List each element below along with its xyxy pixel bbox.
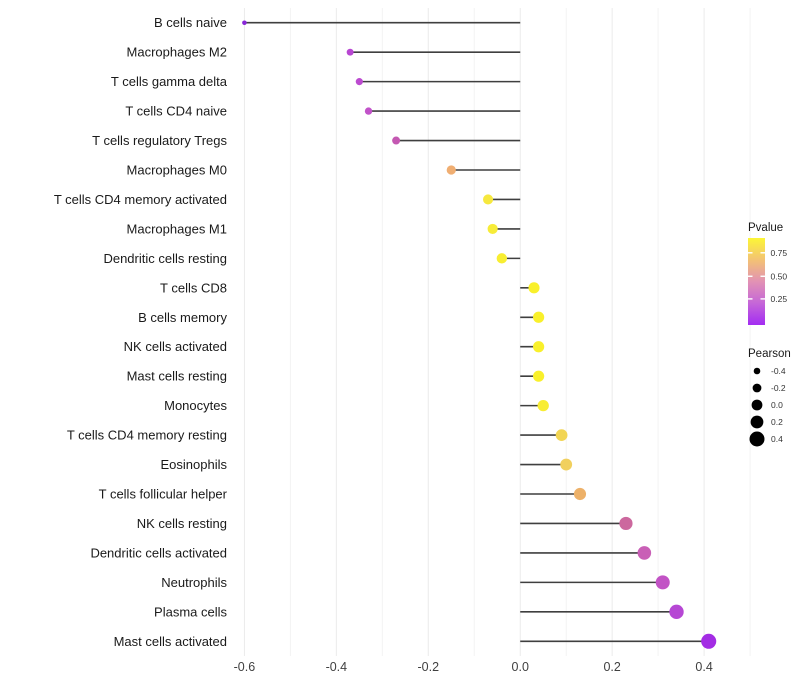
pearson-size-label: 0.2 xyxy=(771,417,783,427)
x-tick-label: 0.0 xyxy=(512,660,529,674)
category-label: Mast cells activated xyxy=(114,634,227,649)
lollipop-dot xyxy=(355,78,363,86)
pearson-size-dot xyxy=(751,399,763,411)
category-label: T cells CD4 memory activated xyxy=(54,192,227,207)
lollipop-dot xyxy=(528,282,540,294)
pvalue-tick-label: 0.50 xyxy=(771,271,788,281)
pearson-legend-title: Pearson xyxy=(748,348,791,360)
pvalue-gradient-bar xyxy=(748,238,765,325)
lollipop-dot xyxy=(669,604,684,619)
category-label: NK cells activated xyxy=(124,339,227,354)
category-label: Neutrophils xyxy=(161,575,227,590)
pearson-size-label: 0.0 xyxy=(771,400,783,410)
category-label: T cells CD8 xyxy=(160,280,227,295)
lollipop-dot xyxy=(701,633,717,649)
lollipop-dot xyxy=(446,165,456,175)
category-label: Plasma cells xyxy=(154,604,227,619)
lollipop-dot xyxy=(537,399,549,412)
x-tick-label: -0.2 xyxy=(418,660,440,674)
lollipop-dot xyxy=(364,107,373,115)
lollipop-dot xyxy=(533,370,545,382)
lollipop-dot xyxy=(619,516,633,531)
category-label: T cells follicular helper xyxy=(99,487,228,502)
lollipop-dot xyxy=(555,429,568,441)
category-label: Macrophages M2 xyxy=(127,45,227,60)
category-label: T cells gamma delta xyxy=(111,74,228,89)
x-tick-label: 0.2 xyxy=(603,660,620,674)
lollipop-dot xyxy=(655,575,670,590)
category-label: T cells regulatory Tregs xyxy=(92,133,227,148)
lollipop-dot xyxy=(533,311,545,323)
category-label: T cells CD4 naive xyxy=(125,104,227,119)
category-label: Macrophages M0 xyxy=(127,163,227,178)
x-tick-label: -0.6 xyxy=(234,660,256,674)
pearson-size-dot xyxy=(752,383,762,393)
lollipop-dot xyxy=(496,253,508,264)
lollipop-dot xyxy=(242,20,247,26)
category-label: Mast cells resting xyxy=(127,369,227,384)
pearson-size-label: -0.4 xyxy=(771,366,786,376)
category-label: Monocytes xyxy=(164,398,227,413)
category-label: T cells CD4 memory resting xyxy=(67,428,227,443)
pearson-size-dot xyxy=(750,415,764,429)
pvalue-legend-title: Pvalue xyxy=(748,222,783,234)
lollipop-dot xyxy=(392,136,401,145)
lollipop-dot xyxy=(483,194,494,205)
pvalue-tick-label: 0.25 xyxy=(771,294,788,304)
lollipop-dot xyxy=(533,341,545,353)
category-label: NK cells resting xyxy=(137,516,227,531)
category-label: Eosinophils xyxy=(161,457,228,472)
lollipop-dot xyxy=(573,487,587,501)
lollipop-dot xyxy=(346,48,354,56)
category-label: Macrophages M1 xyxy=(127,221,227,236)
lollipop-dot xyxy=(560,458,573,471)
lollipop-dot xyxy=(487,223,498,234)
pearson-size-label: 0.4 xyxy=(771,434,783,444)
category-label: B cells naive xyxy=(154,15,227,30)
x-tick-label: 0.4 xyxy=(695,660,712,674)
category-label: Dendritic cells resting xyxy=(103,251,227,266)
pvalue-tick-label: 0.75 xyxy=(771,248,788,258)
pearson-size-dot xyxy=(749,431,765,447)
lollipop-dot xyxy=(637,546,652,560)
category-label: Dendritic cells activated xyxy=(90,545,227,560)
x-tick-label: -0.4 xyxy=(326,660,348,674)
pearson-size-label: -0.2 xyxy=(771,383,786,393)
pearson-size-dot xyxy=(753,367,761,375)
category-label: B cells memory xyxy=(138,310,227,325)
